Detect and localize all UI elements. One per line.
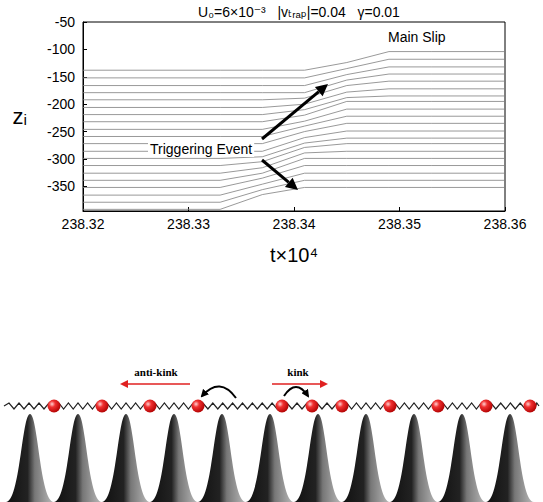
svg-text:Main Slip: Main Slip	[388, 29, 446, 45]
svg-text:zᵢ: zᵢ	[13, 104, 27, 129]
svg-text:238.34: 238.34	[273, 216, 316, 232]
svg-text:238.32: 238.32	[62, 216, 105, 232]
svg-text:kink: kink	[287, 366, 309, 378]
svg-text:238.33: 238.33	[167, 216, 210, 232]
svg-text:238.36: 238.36	[484, 216, 527, 232]
svg-text:-350: -350	[47, 178, 75, 194]
svg-text:U₀=6×10⁻³ |vₜᵣₐₚ|=0.04 γ=0: U₀=6×10⁻³ |vₜᵣₐₚ|=0.04 γ=0.01	[198, 4, 400, 20]
svg-text:t×10⁴: t×10⁴	[270, 244, 318, 266]
svg-text:-300: -300	[47, 151, 75, 167]
svg-text:Triggering Event: Triggering Event	[150, 141, 252, 157]
svg-text:-150: -150	[47, 69, 75, 85]
svg-text:-50: -50	[55, 14, 75, 30]
svg-text:-250: -250	[47, 124, 75, 140]
svg-text:anti-kink: anti-kink	[134, 366, 178, 378]
svg-text:-200: -200	[47, 96, 75, 112]
svg-text:-100: -100	[47, 41, 75, 57]
svg-text:238.35: 238.35	[378, 216, 421, 232]
